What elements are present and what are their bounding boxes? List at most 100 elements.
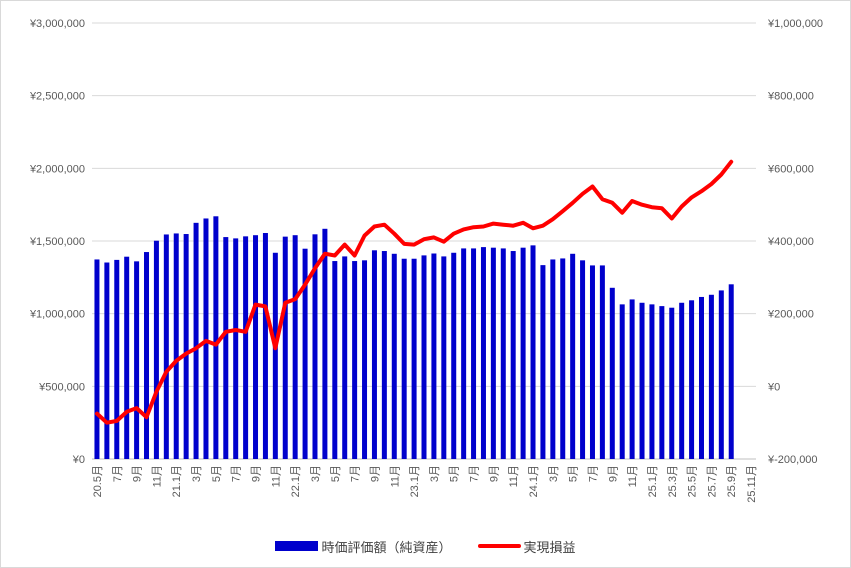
chart-legend: 時価評価額（純資産） 実現損益 <box>1 534 850 558</box>
bar <box>381 251 387 459</box>
right-axis-tick-label: ¥200,000 <box>767 309 814 321</box>
left-axis-tick-label: ¥0 <box>72 454 85 466</box>
bar <box>243 236 249 459</box>
x-axis-tick-label: 9月 <box>251 465 263 482</box>
bar <box>471 248 477 459</box>
x-axis-tick-label: 25.7月 <box>706 465 718 497</box>
bar <box>371 250 377 459</box>
bar <box>708 294 714 459</box>
bar <box>163 234 169 459</box>
bar <box>451 252 457 459</box>
bar <box>441 256 447 459</box>
bar <box>550 259 556 459</box>
bar <box>302 248 308 459</box>
bar <box>698 296 704 459</box>
right-axis-tick-label: ¥-200,000 <box>767 454 818 466</box>
bar <box>510 251 516 459</box>
bar <box>391 253 397 459</box>
bar <box>500 248 506 459</box>
x-axis-tick-label: 3月 <box>548 465 560 482</box>
bar <box>352 261 358 459</box>
bar <box>124 256 130 459</box>
left-axis-tick-label: ¥2,000,000 <box>29 163 85 175</box>
chart-plot-area: ¥3,000,000 ¥1,000,000 ¥2,500,000 ¥800,000 ¥2… <box>29 18 823 503</box>
bar <box>728 284 734 459</box>
x-axis-tick-label: 5月 <box>211 465 223 482</box>
x-axis-tick-label: 24.1月 <box>528 465 540 497</box>
bar <box>203 218 209 459</box>
bar <box>570 253 576 459</box>
bar <box>629 299 635 459</box>
x-axis-tick-label: 21.1月 <box>171 465 183 497</box>
x-axis-tick-label: 11月 <box>270 465 282 487</box>
bar <box>104 262 110 459</box>
bar <box>322 228 328 459</box>
bar <box>639 302 645 459</box>
bar <box>272 252 278 459</box>
x-axis-tick-label: 11月 <box>389 465 401 487</box>
legend-label-realized-pnl: 実現損益 <box>523 539 576 555</box>
x-axis-tick-label: 9月 <box>369 465 381 482</box>
bar <box>480 247 486 459</box>
right-axis-tick-label: ¥600,000 <box>767 163 814 175</box>
right-axis-tick-label: ¥0 <box>767 381 780 393</box>
legend-item-valuation: 時価評価額（純資産） <box>275 537 452 556</box>
x-axis-tick-label: 9月 <box>607 465 619 482</box>
x-axis-tick-label: 5月 <box>568 465 580 482</box>
bar <box>540 265 546 459</box>
bar <box>401 258 407 459</box>
bar <box>679 302 685 459</box>
left-axis-tick-label: ¥2,500,000 <box>29 91 85 103</box>
x-axis-tick-label: 5月 <box>330 465 342 482</box>
bar <box>332 261 338 459</box>
bar <box>431 253 437 459</box>
bar <box>183 234 189 459</box>
x-axis-tick-label: 3月 <box>191 465 203 482</box>
x-axis-tick-label: 25.3月 <box>667 465 679 497</box>
bar <box>253 235 259 459</box>
bar <box>94 259 100 459</box>
bar <box>411 258 417 459</box>
x-axis-tick-label: 5月 <box>449 465 461 482</box>
x-axis-tick-label: 7月 <box>350 465 362 482</box>
bar-series-swatch <box>275 541 319 551</box>
bar <box>233 238 239 459</box>
x-axis-tick-label: 25.5月 <box>687 465 699 497</box>
left-axis-tick-label: ¥3,000,000 <box>29 18 85 30</box>
x-axis-tick-label: 11月 <box>151 465 163 487</box>
x-axis-tick-label: 9月 <box>132 465 144 482</box>
bar <box>560 258 566 459</box>
bar <box>282 236 288 459</box>
right-axis-tick-label: ¥1,000,000 <box>767 18 823 30</box>
bar <box>312 234 318 459</box>
x-axis-tick-label: 11月 <box>627 465 639 487</box>
bar <box>193 222 199 459</box>
x-axis-tick-label: 3月 <box>429 465 441 482</box>
bar <box>659 306 665 459</box>
bar <box>153 240 159 459</box>
bar <box>649 304 655 459</box>
bar <box>520 247 526 459</box>
x-axis-tick-label: 7月 <box>231 465 243 482</box>
bar <box>461 248 467 459</box>
bar <box>144 252 150 459</box>
line-series-swatch <box>477 544 521 548</box>
x-axis-tick-label: 3月 <box>310 465 322 482</box>
bar <box>173 233 179 459</box>
x-axis-tick-label: 25.1月 <box>647 465 659 497</box>
x-axis-tick-label: 7月 <box>469 465 481 482</box>
bar <box>609 287 615 459</box>
bar <box>669 307 675 459</box>
x-axis-tick-label: 7月 <box>587 465 599 482</box>
bar <box>292 235 298 459</box>
bar <box>134 261 140 459</box>
bar <box>362 260 368 459</box>
right-axis-tick-label: ¥400,000 <box>767 236 814 248</box>
bar <box>114 259 120 459</box>
x-axis-tick-label: 22.1月 <box>290 465 302 497</box>
x-axis-tick-label: 20.5月 <box>92 465 104 497</box>
left-axis-tick-label: ¥1,000,000 <box>29 309 85 321</box>
bar <box>262 233 268 459</box>
bar <box>530 245 536 459</box>
